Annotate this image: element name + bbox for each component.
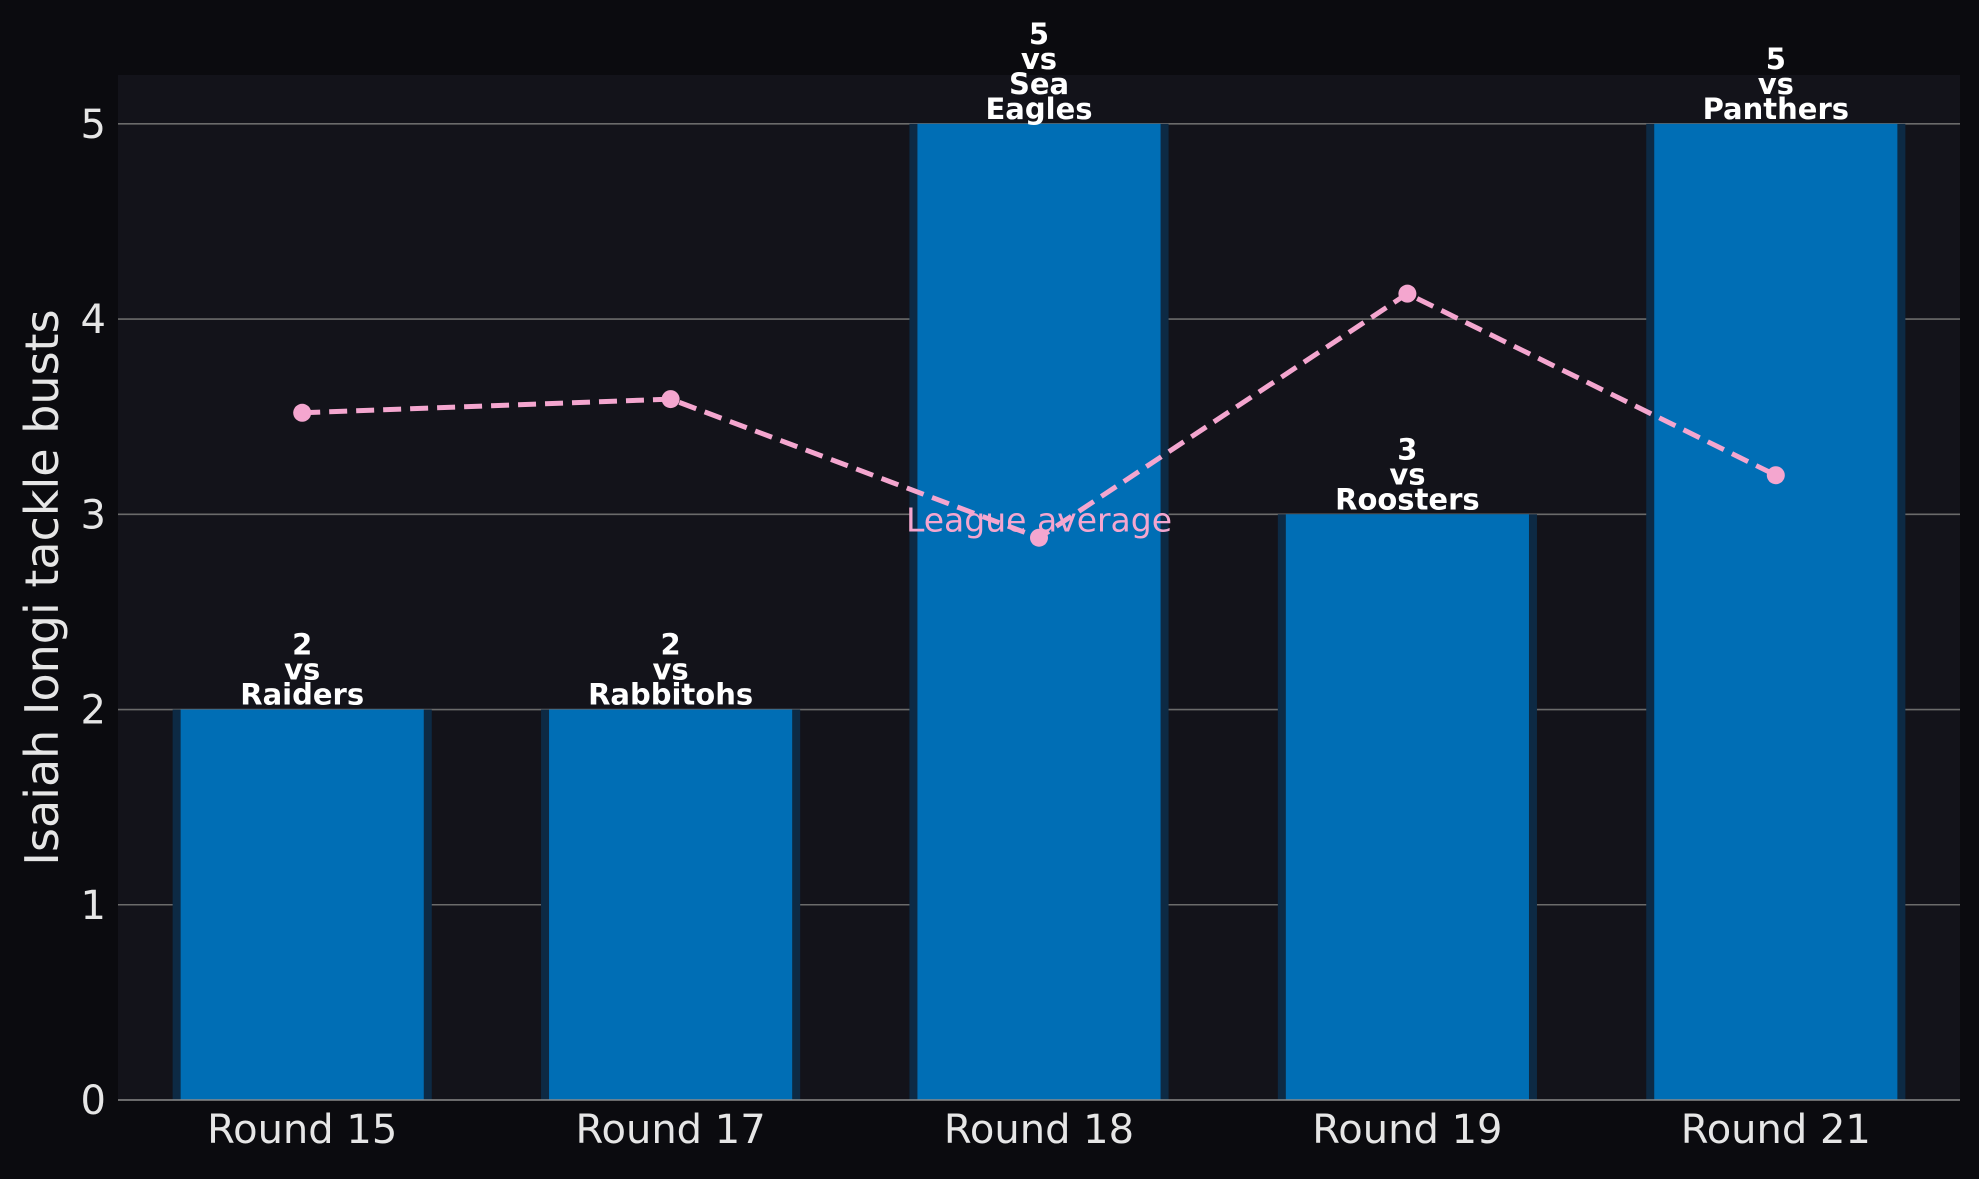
y-tick-label: 4 xyxy=(81,297,106,343)
bar xyxy=(917,123,1161,1101)
league-average-point xyxy=(293,403,312,422)
axes: 0 1 2 3 4 5 Round 15 Round 17 Round 18 Round 19 Ro… xyxy=(81,102,1960,1153)
league-average-series: League average xyxy=(293,284,1785,547)
league-average-point xyxy=(1030,528,1048,547)
y-tick-label: 5 xyxy=(81,102,106,148)
x-tick-label: Round 17 xyxy=(576,1107,766,1153)
bar-label: 2 vs Raiders xyxy=(240,628,364,712)
bar-label: 5 vs Panthers xyxy=(1703,42,1849,126)
bar-labels: 2 vs Raiders 2 vs Rabbitohs 5 vs Sea Eagles 3 vs Roo… xyxy=(240,17,1849,712)
bar-label: 3 vs Roosters xyxy=(1335,432,1480,516)
y-tick-label: 1 xyxy=(81,883,106,929)
league-average-point xyxy=(661,390,680,409)
y-tick-label: 2 xyxy=(81,688,106,734)
bar xyxy=(1654,123,1898,1101)
bar xyxy=(180,709,424,1100)
y-tick-label: 0 xyxy=(81,1078,106,1124)
league-average-label: League average xyxy=(906,501,1172,540)
x-tick-label: Round 15 xyxy=(207,1107,397,1153)
x-tick-label: Round 21 xyxy=(1681,1107,1871,1153)
league-average-point xyxy=(1766,466,1785,485)
bar xyxy=(1285,514,1529,1100)
bar-label: 5 vs Sea Eagles xyxy=(985,17,1092,126)
x-tick-label: Round 18 xyxy=(944,1107,1134,1153)
y-tick-label: 3 xyxy=(81,492,106,538)
x-tick-label: Round 19 xyxy=(1312,1107,1502,1153)
bar xyxy=(549,709,793,1100)
bar-label: 2 vs Rabbitohs xyxy=(588,628,753,712)
league-average-point xyxy=(1398,284,1417,303)
bars xyxy=(172,123,1906,1101)
y-axis-title: Isaiah Iongi tackle busts xyxy=(15,309,69,865)
